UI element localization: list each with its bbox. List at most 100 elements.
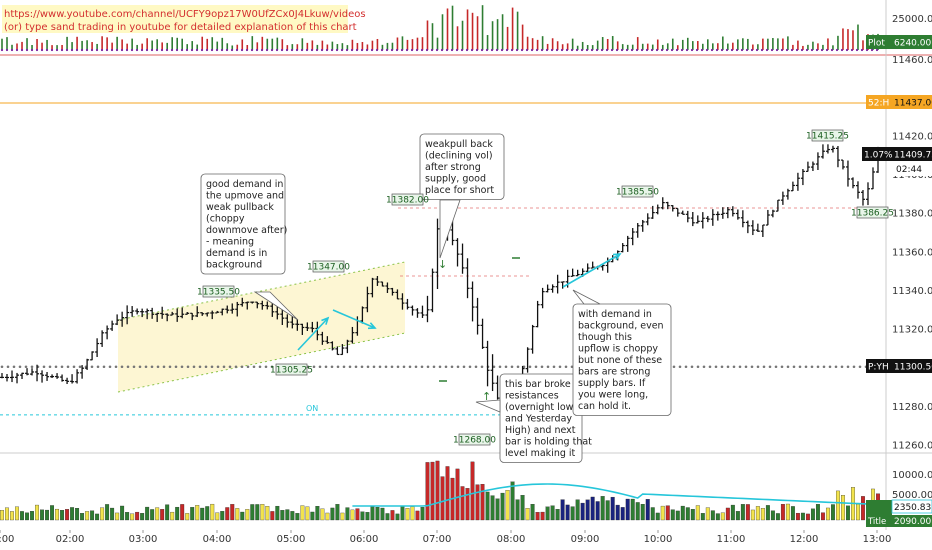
volume-bar	[320, 508, 325, 521]
price-bar	[645, 213, 650, 226]
marker-up: ↑	[482, 390, 491, 403]
volume-bar	[790, 506, 795, 521]
price-bar	[5, 373, 10, 382]
plot-dot	[795, 48, 799, 52]
volume-bar	[465, 488, 470, 521]
level-pyh-dot	[210, 365, 214, 369]
level-pyh-dot	[354, 365, 358, 369]
volume-bar	[205, 506, 210, 521]
price-bar	[365, 286, 370, 313]
plot-y-tick: 11460.00	[892, 55, 932, 66]
level-pyh-dot	[168, 365, 172, 369]
level-pyh-dot	[492, 365, 496, 369]
annotation-pointer	[253, 291, 299, 321]
level-pyh-dot	[222, 365, 226, 369]
plot-dot	[210, 48, 214, 52]
level-pyh-dot	[186, 365, 190, 369]
price-bar	[780, 191, 785, 205]
price-bar	[275, 304, 280, 320]
level-pyh-dot	[510, 365, 514, 369]
volume-bar	[435, 460, 440, 521]
price-tag: 11385.50	[616, 188, 659, 198]
y-tick-label: 11320.00	[892, 325, 932, 336]
level-pyh-dot	[342, 365, 346, 369]
price-bar	[300, 323, 305, 335]
volume-bar	[365, 512, 370, 521]
volume-bar	[485, 491, 490, 521]
level-pyh-dot	[852, 365, 856, 369]
annotation-text: bar is holding that	[505, 437, 592, 448]
price-bar	[20, 372, 25, 379]
x-tick-label: 00:00	[0, 534, 14, 545]
volume-bar	[460, 486, 465, 521]
volume-bar	[685, 507, 690, 521]
price-bar	[315, 321, 320, 341]
plot-dot	[505, 48, 509, 52]
price-bar	[245, 301, 250, 310]
volume-bar	[20, 511, 24, 521]
annotation-a3: this bar broke tworesistances(overnight …	[475, 373, 592, 463]
plot-dot	[495, 48, 499, 52]
price-bar	[155, 312, 160, 322]
high-label-value: 11437.00	[894, 99, 932, 109]
plot-dot	[720, 48, 724, 52]
level-pyh-dot	[420, 365, 424, 369]
volume-bar	[750, 509, 755, 521]
price-bar	[475, 297, 480, 335]
plot-dot	[710, 48, 714, 52]
level-pyh-dot	[360, 365, 364, 369]
annotation-pointer	[475, 399, 501, 413]
plot-dot	[570, 48, 574, 52]
volume-bar	[80, 513, 85, 521]
plot-dot	[650, 48, 654, 52]
volume-bar	[105, 504, 110, 521]
price-bar	[685, 210, 690, 223]
price-bar	[575, 269, 580, 277]
price-tag-box	[458, 433, 491, 446]
plot-dot	[155, 48, 159, 52]
price-bar	[525, 347, 530, 373]
price-bar	[665, 201, 670, 210]
price-bar	[285, 314, 290, 328]
level-pyh-dot	[546, 365, 550, 369]
price-bar	[830, 145, 835, 153]
price-bar	[85, 358, 90, 370]
annotation-text: - meaning	[206, 237, 254, 248]
plot-dot	[270, 48, 274, 52]
price-bar	[10, 370, 15, 383]
volume-bar	[800, 512, 805, 521]
volume-bar	[570, 506, 575, 521]
plot-dot	[345, 48, 349, 52]
x-tick-label: 04:00	[203, 534, 232, 545]
plot-dot	[790, 48, 794, 52]
plot-dot	[45, 48, 49, 52]
annotation-text: demand is in	[206, 248, 267, 259]
price-bar	[530, 324, 535, 354]
volume-bar	[735, 511, 740, 521]
volume-bar	[25, 512, 29, 521]
volume-labels: 2350.83 Title 2090.00	[866, 499, 932, 527]
plot-dot	[220, 48, 224, 52]
price-bar	[15, 372, 20, 384]
plot-dot	[620, 48, 624, 52]
volume-bar	[765, 505, 770, 521]
high-label: 52:H 11437.00	[866, 95, 932, 109]
level-pyh-dot	[408, 365, 412, 369]
level-pyh-dot	[306, 365, 310, 369]
level-pyh-dot	[762, 365, 766, 369]
demand-band	[118, 262, 405, 392]
volume-bar	[95, 513, 100, 521]
level-pyh-dot	[144, 365, 148, 369]
header-url[interactable]: https://www.youtube.com/channel/UCFY9opz…	[4, 9, 366, 20]
plot-dot	[205, 48, 209, 52]
price-bar	[110, 320, 115, 331]
plot-dot	[400, 48, 404, 52]
plot-dot	[15, 48, 19, 52]
volume-bar	[15, 506, 19, 521]
level-pyh-dot	[72, 365, 76, 369]
plot-dot	[405, 48, 409, 52]
volume-bar	[470, 461, 475, 521]
pyh-label-name: P:YH	[868, 363, 889, 373]
